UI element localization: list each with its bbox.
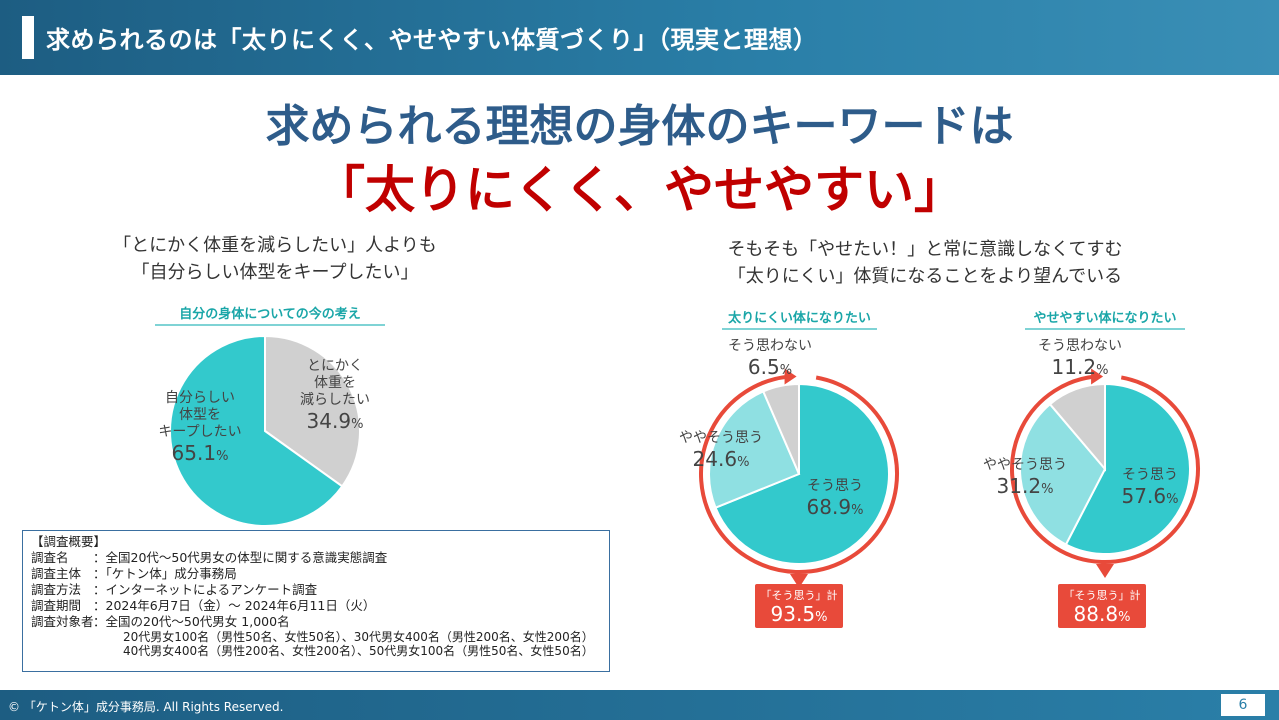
chart3-title: やせやすい体になりたい — [1025, 307, 1185, 330]
chart2-unit-yes: % — [851, 503, 864, 518]
survey-key: 調査名 — [31, 550, 69, 565]
survey-detail-2: 40代男女400名（男性200名、女性200名）、50代男女100名（男性50名… — [123, 644, 594, 658]
survey-val: ：全国20代～50代男女の体型に関する意識実態調査 — [93, 550, 388, 565]
survey-row-method: 調査方法 ：インターネットによるアンケート調査 — [31, 582, 601, 598]
chart3-label-no-text: そう思わない — [1038, 338, 1122, 354]
survey-detail-1: 20代男女100名（男性50名、女性50名）、30代男女400名（男性200名、… — [123, 630, 594, 644]
chart1-label-reduce-l1: とにかく — [307, 358, 363, 374]
survey-val: ：2024年6月7日（金）～ 2024年6月11日（火） — [93, 598, 376, 613]
pie-slice-1 — [264, 334, 361, 488]
chart2-title: 太りにくい体になりたい — [722, 307, 877, 330]
chart2-total-box: 「そう思う」計 93.5% — [755, 584, 843, 628]
right-subtitle-line1: そもそも「やせたい！」と常に意識しなくてすむ — [727, 239, 1123, 260]
chart2-total-unit: % — [815, 610, 828, 625]
chart2-unit-no: % — [779, 363, 793, 378]
survey-row-target: 調査対象者：全国の20代～50代男女 1,000名 — [31, 614, 601, 630]
headline-line1: 求められる理想の身体のキーワードは — [265, 101, 1014, 152]
right-subtitle: そもそも「やせたい！」と常に意識しなくてすむ 「太りにくい」体質になることをより… — [660, 236, 1190, 290]
chart3-label-some-text: ややそう思う — [983, 457, 1067, 473]
chart1-label-keep-l1: 自分らしい — [165, 390, 235, 406]
chart3-label-some: ややそう思う 31.2% — [980, 457, 1070, 498]
header-accent — [22, 16, 34, 59]
chart1-pie — [169, 334, 361, 527]
right-subtitle-line2: 「太りにくい」体質になることをより望んでいる — [727, 266, 1123, 287]
chart1-unit-keep: % — [216, 449, 229, 464]
left-subtitle-line1: 「とにかく体重を減らしたい」人よりも — [113, 235, 437, 256]
pie-slice-1 — [1064, 382, 1191, 555]
chart3-unit-yes: % — [1166, 492, 1179, 507]
survey-key: 調査期間 — [31, 598, 82, 613]
page-title: 求められるのは「太りにくく、やせやすい体質づくり」（現実と理想） — [46, 26, 818, 54]
chart1-value-reduce: 34.9 — [306, 409, 352, 433]
chart2-unit-some: % — [737, 455, 750, 470]
chart1-title: 自分の身体についての今の考え — [155, 303, 385, 326]
arrowhead-icon — [1091, 368, 1104, 385]
pie-slice-3 — [1048, 382, 1106, 472]
chart1-value-keep: 65.1 — [171, 441, 217, 465]
survey-val: ：インターネットによるアンケート調査 — [93, 582, 318, 597]
chart2-value-yes: 68.9 — [806, 495, 852, 519]
chart2-total-value: 93.5 — [770, 602, 816, 626]
footer-bar: © 「ケトン体」成分事務局. All Rights Reserved. 6 — [0, 690, 1279, 720]
chart3-unit-some: % — [1041, 482, 1054, 497]
pie-slice-2 — [169, 334, 344, 527]
chart3-label-no: そう思わない 11.2% — [1025, 338, 1135, 379]
left-subtitle: 「とにかく体重を減らしたい」人よりも 「自分らしい体型をキープしたい」 — [60, 232, 490, 286]
chart3-label-yes: そう思う 57.6% — [1110, 467, 1190, 508]
arrow-pointer-icon — [790, 574, 808, 588]
chart3-unit-no: % — [1096, 363, 1109, 378]
chart1-label-reduce-l2: 体重を — [314, 375, 356, 391]
chart3-total-unit: % — [1118, 610, 1131, 625]
chart2-total-label: 「そう思う」計 — [760, 589, 838, 602]
header-bar: 求められるのは「太りにくく、やせやすい体質づくり」（現実と理想） — [0, 0, 1279, 75]
chart2-label-some-text: ややそう思う — [679, 430, 763, 446]
chart3-pie — [1010, 368, 1200, 578]
arrowhead-icon — [784, 368, 797, 385]
chart3-total-box: 「そう思う」計 88.8% — [1058, 584, 1146, 628]
chart1-label-keep-l3: キープしたい — [158, 424, 242, 440]
pie-slice-2 — [1019, 402, 1107, 546]
survey-summary-box: 【調査概要】 調査名 ：全国20代～50代男女の体型に関する意識実態調査 調査主体… — [22, 530, 610, 672]
survey-key: 調査方法 — [31, 582, 82, 597]
survey-heading: 【調査概要】 — [31, 534, 107, 549]
chart2-value-no: 6.5 — [747, 355, 780, 379]
chart1-label-keep-l2: 体型を — [179, 407, 221, 423]
pie-slice-1 — [714, 382, 890, 565]
chart1-label-keep: 自分らしい 体型を キープしたい 65.1% — [145, 390, 255, 465]
pie-slice-3 — [761, 382, 800, 475]
chart2-label-yes-text: そう思う — [807, 478, 863, 494]
survey-key: 調査対象者 — [31, 614, 94, 629]
page-number: 6 — [1221, 694, 1265, 716]
total-ring-arrow — [699, 374, 899, 574]
headline-line2: 「太りにくく、やせやすい」 — [315, 161, 964, 219]
chart3-total-value: 88.8 — [1073, 602, 1119, 626]
chart2-label-some: ややそう思う 24.6% — [676, 430, 766, 471]
total-ring-arrow — [1010, 374, 1200, 564]
survey-row-sponsor: 調査主体 ：「ケトン体」成分事務局 — [31, 566, 601, 582]
survey-row-period: 調査期間 ：2024年6月7日（金）～ 2024年6月11日（火） — [31, 598, 601, 614]
arrow-pointer-icon — [1096, 564, 1114, 578]
chart1-label-reduce: とにかく 体重を 減らしたい 34.9% — [285, 358, 385, 433]
survey-val: ：「ケトン体」成分事務局 — [93, 566, 237, 581]
chart3-value-no: 11.2 — [1051, 355, 1097, 379]
chart1-label-reduce-l3: 減らしたい — [300, 392, 370, 408]
chart2-label-yes: そう思う 68.9% — [790, 478, 880, 519]
chart3-value-yes: 57.6 — [1121, 484, 1167, 508]
pie-slice-2 — [708, 390, 801, 509]
chart2-label-no-text: そう思わない — [728, 338, 812, 354]
chart2-label-no: そう思わない 6.5% — [720, 338, 820, 379]
chart3-total-label: 「そう思う」計 — [1063, 589, 1141, 602]
chart2-pie — [699, 368, 899, 588]
chart1-unit-reduce: % — [351, 417, 364, 432]
copyright-text: © 「ケトン体」成分事務局. All Rights Reserved. — [8, 700, 284, 714]
chart3-label-yes-text: そう思う — [1122, 467, 1178, 483]
survey-key: 調査主体 — [31, 566, 82, 581]
survey-row-name: 調査名 ：全国20代～50代男女の体型に関する意識実態調査 — [31, 550, 601, 566]
chart2-value-some: 24.6 — [692, 447, 738, 471]
survey-val: ：全国の20代～50代男女 1,000名 — [93, 614, 290, 629]
chart3-value-some: 31.2 — [996, 474, 1042, 498]
left-subtitle-line2: 「自分らしい体型をキープしたい」 — [131, 262, 419, 283]
